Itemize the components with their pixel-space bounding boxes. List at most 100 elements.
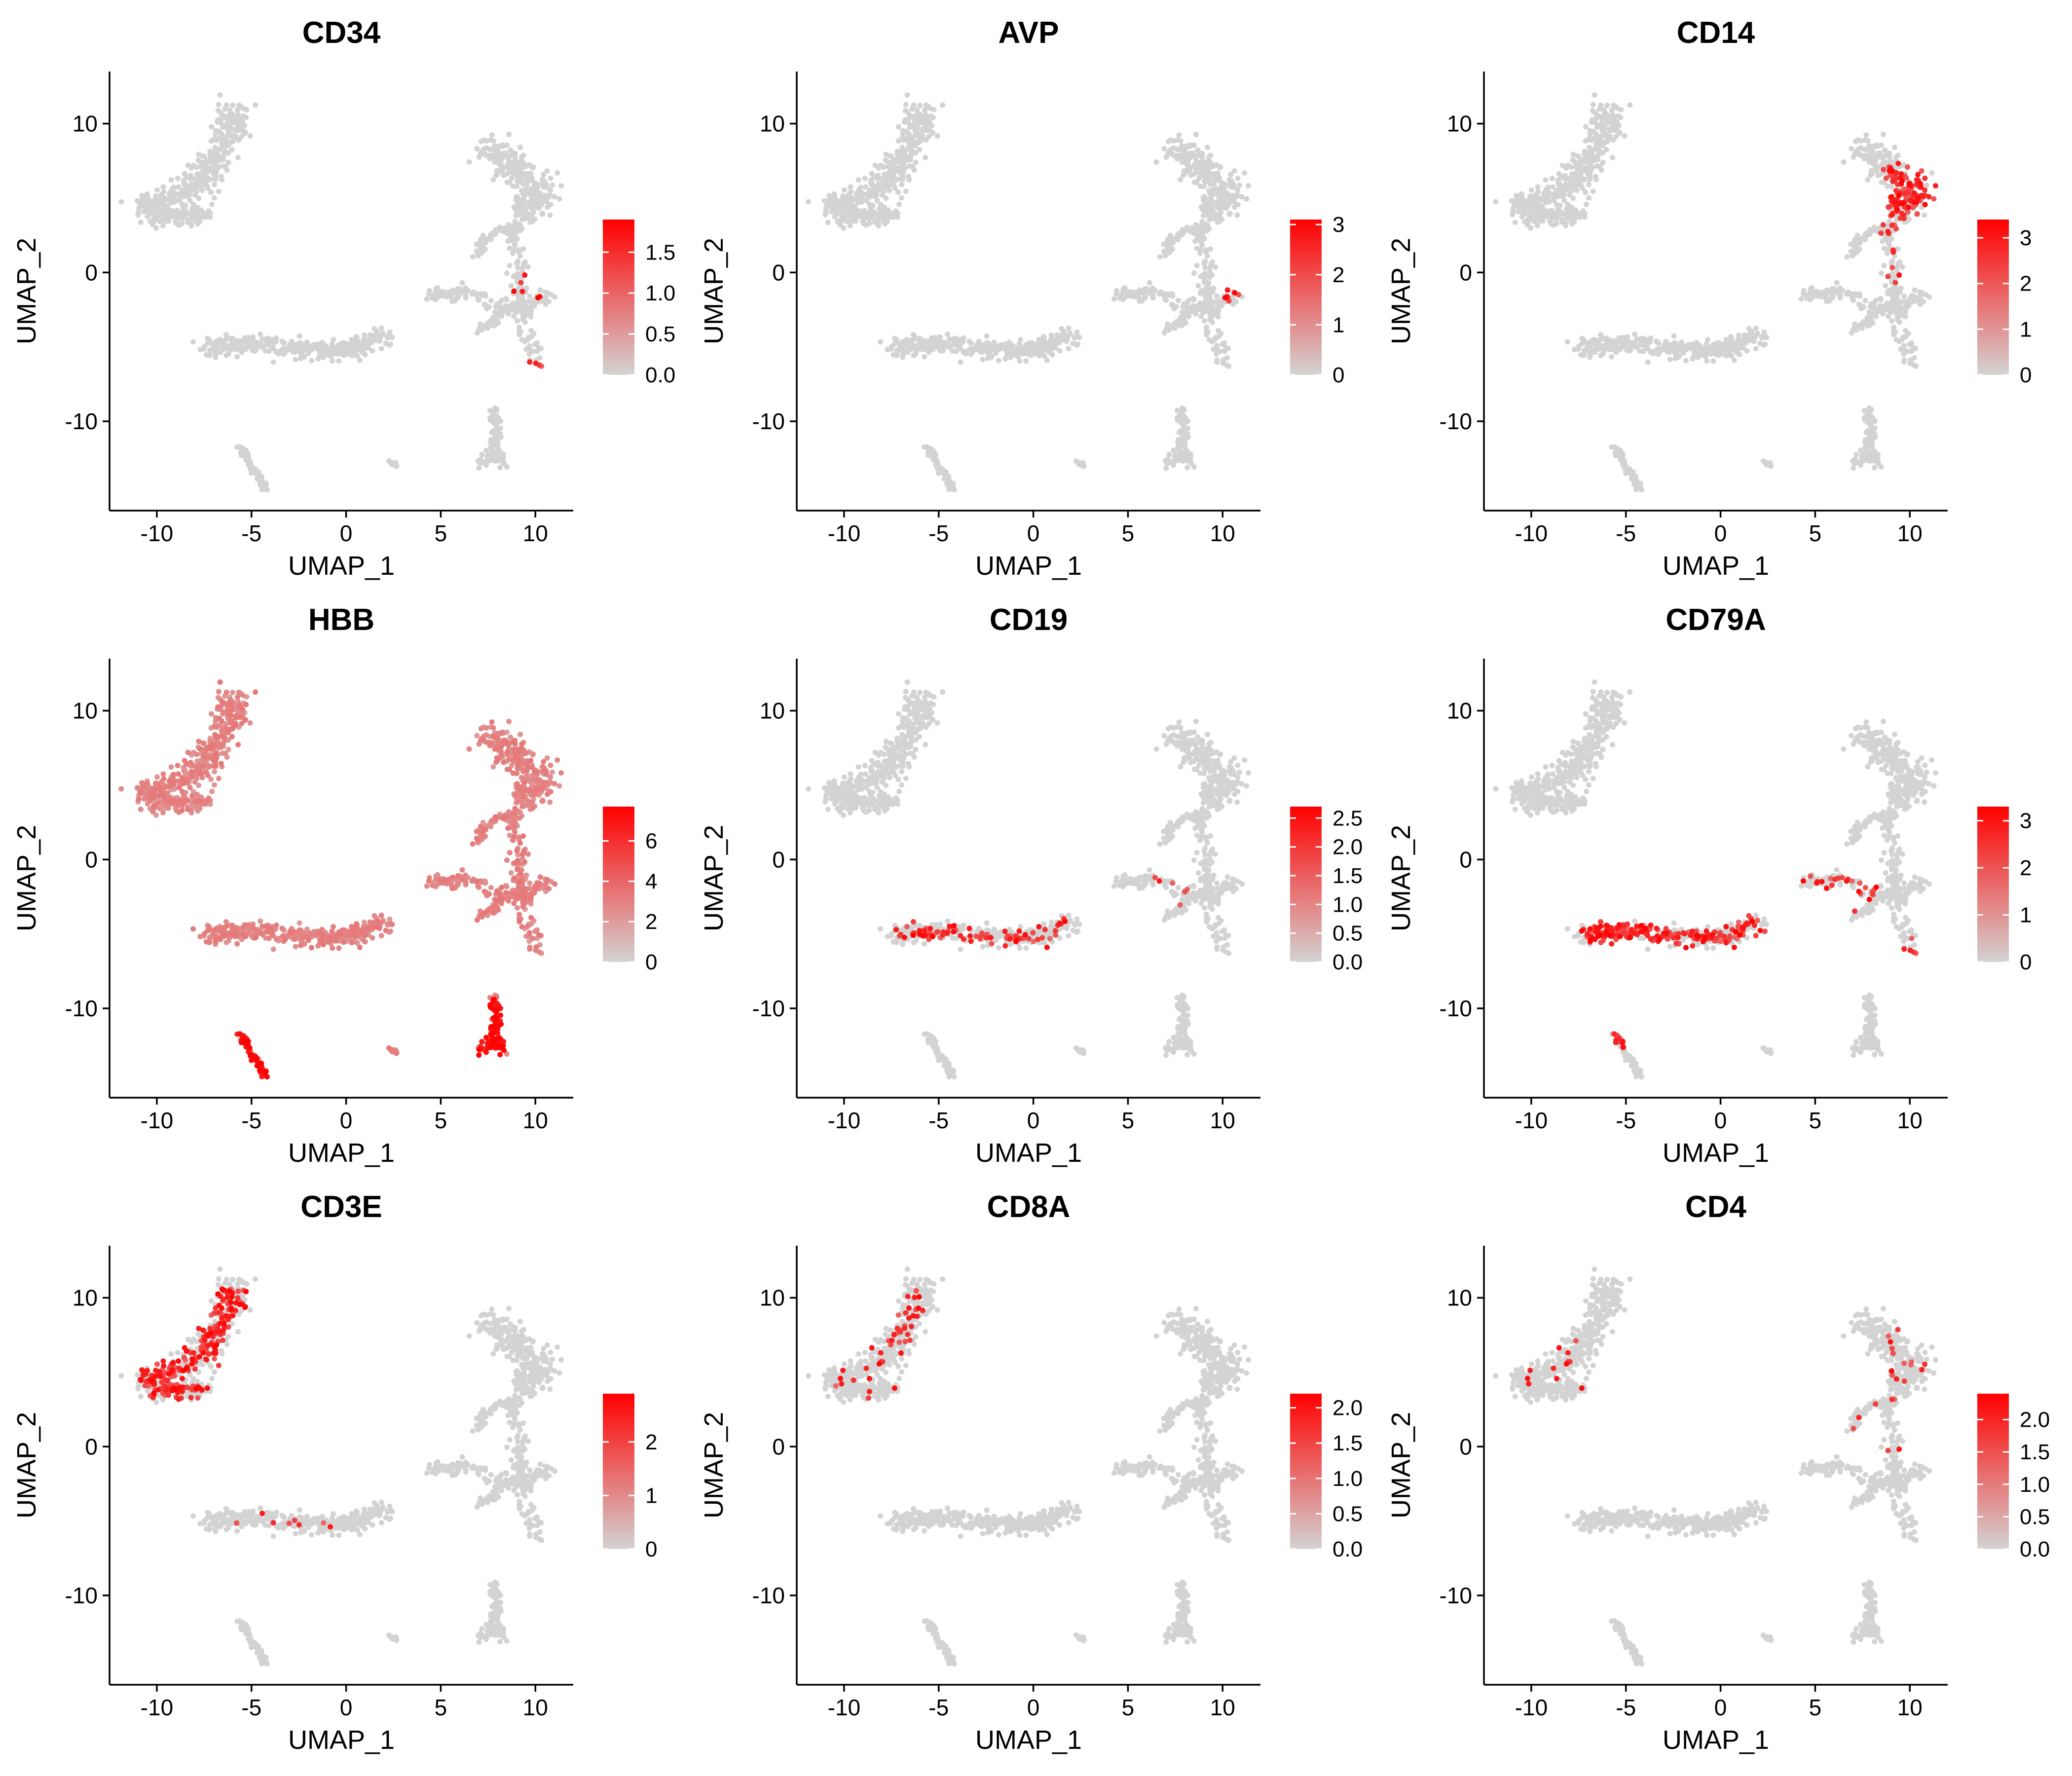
cell-point — [1214, 343, 1220, 349]
cell-point — [1192, 229, 1198, 235]
cell-point — [1053, 345, 1059, 351]
cell-point — [1211, 307, 1217, 313]
cell-point — [527, 359, 533, 365]
y-tick-label: 0 — [772, 259, 785, 285]
cell-point — [1567, 185, 1573, 190]
cell-point — [503, 296, 509, 301]
cell-point — [1850, 465, 1856, 471]
cell-point — [204, 176, 210, 182]
cell-point — [380, 331, 386, 336]
cell-point — [1858, 145, 1864, 151]
cell-point — [1067, 331, 1073, 336]
cell-point — [1921, 298, 1926, 304]
cell-point — [903, 188, 909, 194]
cell-point — [1898, 299, 1904, 305]
cell-point — [911, 167, 917, 173]
cell-point — [1717, 345, 1723, 351]
cell-point — [1030, 345, 1036, 351]
cell-point — [1583, 124, 1589, 130]
legend-tick-label: 2 — [1332, 263, 1344, 287]
y-axis-title: UMAP_2 — [12, 238, 41, 344]
cell-point — [1048, 332, 1054, 338]
cell-point — [1514, 193, 1519, 199]
cell-point — [1580, 208, 1586, 214]
cell-point — [515, 318, 520, 324]
cell-point — [1593, 112, 1599, 118]
cell-point — [213, 169, 219, 175]
cell-point — [1879, 180, 1885, 185]
cell-point — [1165, 321, 1171, 327]
cell-point — [1193, 155, 1198, 161]
cell-point — [176, 184, 182, 190]
cell-point — [538, 346, 544, 351]
cell-point — [904, 92, 910, 98]
cell-point — [134, 198, 140, 204]
cell-point — [1873, 434, 1879, 440]
cell-point — [891, 157, 897, 163]
cell-point — [175, 176, 181, 182]
cell-point — [1591, 128, 1596, 134]
cell-point — [1221, 184, 1227, 189]
cell-point — [160, 184, 166, 190]
cell-point — [1850, 297, 1856, 303]
cell-point — [1862, 297, 1868, 303]
cell-point — [1711, 351, 1717, 357]
cell-point — [1902, 311, 1908, 317]
cell-point — [1058, 338, 1064, 343]
cell-point — [1901, 357, 1907, 363]
cell-point — [1880, 311, 1886, 317]
cell-point — [144, 203, 149, 209]
cell-point — [361, 332, 367, 338]
cell-point — [1208, 246, 1214, 252]
cell-point — [1865, 138, 1871, 144]
cell-point — [1147, 290, 1153, 296]
cell-point — [479, 451, 485, 457]
cell-point — [1116, 296, 1122, 301]
cell-point — [891, 341, 897, 347]
cell-point — [900, 169, 906, 175]
cell-point — [490, 416, 496, 422]
cell-point — [1222, 190, 1228, 196]
cell-point — [838, 216, 844, 222]
cell-point — [1896, 338, 1902, 344]
point-layer — [806, 92, 1251, 493]
cell-point — [1598, 167, 1604, 173]
cell-point — [951, 342, 957, 348]
cell-point — [354, 334, 360, 340]
cell-point — [1165, 248, 1171, 254]
cell-point — [185, 211, 191, 217]
cell-point — [1529, 187, 1534, 193]
cell-point — [212, 149, 218, 155]
cell-point — [385, 335, 391, 341]
cell-point — [1193, 132, 1199, 137]
cell-point — [1211, 186, 1217, 192]
cell-point — [537, 197, 543, 203]
cell-point — [1853, 451, 1859, 457]
cell-point — [894, 148, 900, 154]
cell-point — [1852, 460, 1858, 466]
cell-point — [497, 465, 503, 471]
cell-point — [270, 359, 276, 365]
cell-point — [197, 180, 203, 185]
cell-point — [1186, 313, 1192, 319]
cell-point — [1204, 228, 1210, 234]
cell-point — [891, 183, 897, 188]
cell-point — [1893, 154, 1899, 160]
cell-point — [1525, 216, 1531, 222]
cell-point — [171, 193, 177, 199]
cell-point — [459, 280, 465, 286]
cell-point — [1205, 307, 1210, 313]
cell-point — [970, 347, 976, 353]
cell-point — [1898, 307, 1904, 313]
cell-point — [225, 128, 231, 134]
cell-point — [1195, 283, 1201, 289]
cell-point — [1753, 325, 1759, 331]
cell-point — [932, 453, 938, 459]
cell-point — [857, 209, 863, 215]
cell-point — [1226, 363, 1232, 369]
cell-point — [1024, 351, 1030, 357]
cell-point — [1184, 299, 1190, 305]
cell-point — [1706, 346, 1712, 352]
cell-point — [1863, 430, 1869, 435]
cell-point — [1834, 280, 1840, 286]
